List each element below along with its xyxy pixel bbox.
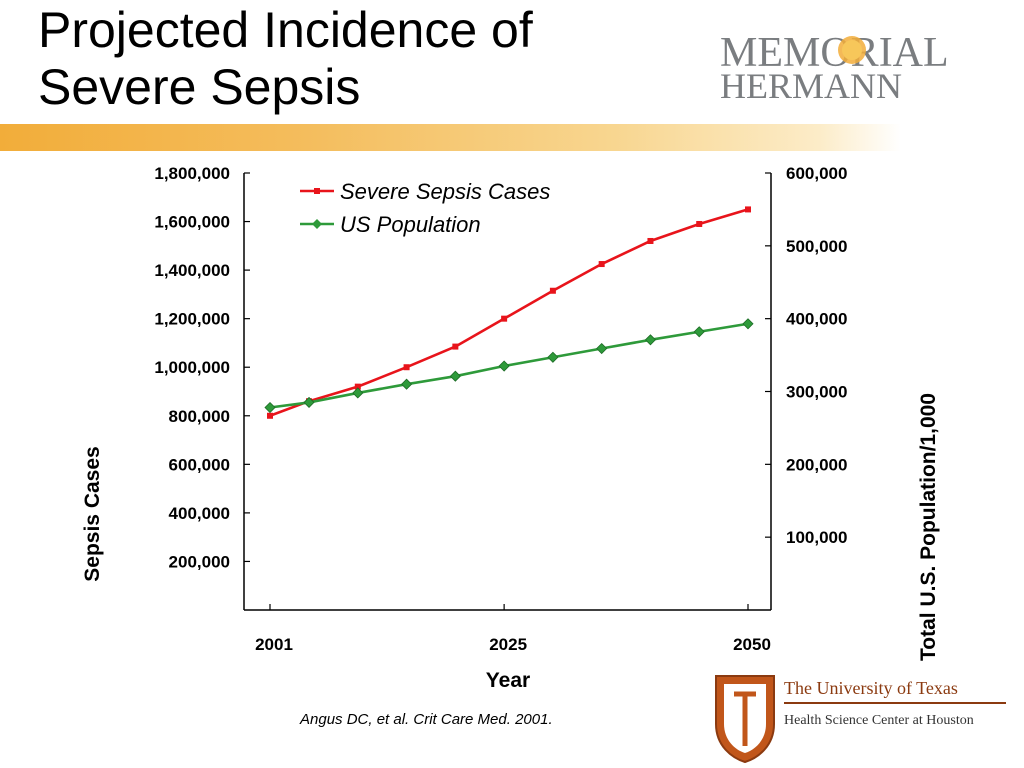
memorial-hermann-logo-line1: MEMORIAL	[720, 30, 949, 76]
y-left-tick-label: 800,000	[169, 407, 230, 426]
y-left-tick-label: 400,000	[169, 504, 230, 523]
y-right-tick-label: 300,000	[786, 383, 847, 402]
sepsis-point	[745, 206, 751, 213]
x-tick-label: 2050	[733, 635, 771, 654]
population-point	[498, 360, 510, 372]
y-left-tick-label: 1,600,000	[154, 213, 230, 232]
y-left-tick-label: 1,200,000	[154, 310, 230, 329]
ut-health-logo: The University of Texas Health Science C…	[715, 675, 1006, 764]
y-left-tick-label: 1,800,000	[154, 164, 230, 183]
population-point	[401, 378, 413, 390]
x-axis-label: Year	[486, 669, 530, 692]
sepsis-cases-line	[269, 208, 749, 417]
y-right-tick-label: 200,000	[786, 455, 847, 474]
y-right-tick-label: 600,000	[786, 164, 847, 183]
population-point	[596, 342, 608, 355]
sepsis-point	[549, 287, 556, 294]
y-left-tick-label: 200,000	[169, 552, 230, 571]
legend-marker	[312, 219, 322, 229]
slide-title-line1: Projected Incidence of	[38, 2, 533, 58]
chart-series	[264, 206, 754, 419]
x-tick-label: 2025	[489, 635, 527, 654]
population-point	[303, 396, 315, 408]
y-right-tick-label: 100,000	[786, 528, 847, 547]
ut-logo-line2: Health Science Center at Houston	[784, 713, 974, 728]
y-left-tick-label: 600,000	[169, 455, 230, 474]
slide-title: Projected Incidence of Severe Sepsis	[38, 2, 533, 116]
sepsis-point	[598, 261, 605, 268]
population-point	[742, 318, 754, 330]
y-axis-left-label: Sepsis Cases	[81, 446, 104, 581]
y-left-tick-label: 1,000,000	[154, 358, 230, 377]
population-point	[644, 334, 657, 346]
population-point	[449, 370, 461, 382]
y-right-tick-label: 400,000	[786, 310, 847, 329]
population-point	[693, 326, 705, 338]
chart-ticks: 200,000 400,000 600,000 800,000 1,000,000 1,2…	[154, 164, 847, 654]
population-point	[352, 387, 364, 399]
y-left-tick-label: 1,400,000	[154, 261, 230, 280]
accent-band	[0, 124, 1024, 151]
population-point	[264, 401, 276, 414]
sepsis-point	[696, 220, 703, 227]
y-axis-right-label: Total U.S. Population/1,000	[917, 393, 940, 661]
sepsis-point	[501, 315, 508, 322]
citation: Angus DC, et al. Crit Care Med. 2001.	[300, 711, 553, 728]
x-tick-label: 2001	[255, 635, 293, 654]
ut-logo-line1: The University of Texas	[784, 678, 958, 698]
sepsis-point	[647, 237, 654, 244]
slide-title-line2: Severe Sepsis	[38, 59, 361, 115]
legend-marker	[314, 188, 320, 194]
population-point	[547, 351, 559, 363]
chart-axes	[243, 173, 772, 611]
legend-label: US Population	[340, 212, 481, 237]
y-right-tick-label: 500,000	[786, 237, 847, 256]
memorial-hermann-logo-line2: HERMANN	[720, 66, 902, 106]
sepsis-point	[267, 412, 273, 419]
sepsis-point	[403, 364, 410, 371]
chart-legend: Severe Sepsis Cases US Population	[300, 179, 550, 237]
sepsis-point	[354, 383, 361, 390]
sepsis-point	[452, 343, 459, 350]
memorial-hermann-logo: MEMORIAL HERMANN	[720, 30, 949, 106]
legend-label: Severe Sepsis Cases	[340, 179, 550, 204]
sepsis-chart: 200,000 400,000 600,000 800,000 1,000,000 1,2…	[81, 164, 940, 692]
